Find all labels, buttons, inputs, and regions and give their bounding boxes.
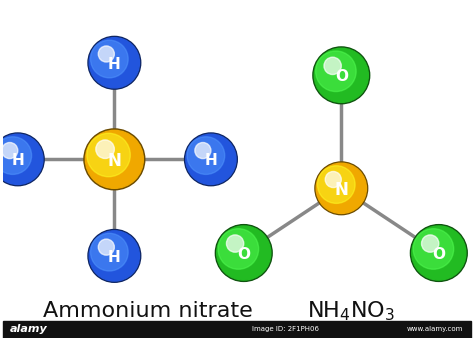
- Text: alamy: alamy: [10, 324, 48, 334]
- Text: H: H: [205, 153, 217, 168]
- Text: N: N: [334, 180, 348, 198]
- Text: Image ID: 2F1PH06: Image ID: 2F1PH06: [252, 326, 319, 332]
- Circle shape: [2, 143, 18, 159]
- Text: NH$_4$NO$_3$: NH$_4$NO$_3$: [307, 299, 395, 323]
- Circle shape: [88, 37, 141, 89]
- Text: O: O: [335, 69, 348, 84]
- Circle shape: [96, 140, 114, 159]
- Text: H: H: [108, 250, 121, 265]
- Text: H: H: [11, 153, 24, 168]
- Circle shape: [89, 38, 139, 88]
- Circle shape: [218, 229, 259, 269]
- Circle shape: [186, 134, 236, 185]
- Circle shape: [0, 133, 44, 186]
- Text: Ammonium nitrate: Ammonium nitrate: [43, 301, 253, 321]
- Circle shape: [325, 171, 341, 188]
- Circle shape: [313, 47, 370, 104]
- Circle shape: [91, 40, 128, 78]
- Text: O: O: [237, 247, 250, 262]
- Circle shape: [87, 133, 130, 177]
- Circle shape: [421, 235, 439, 252]
- Circle shape: [98, 239, 114, 255]
- Circle shape: [195, 143, 211, 159]
- Circle shape: [227, 235, 244, 252]
- Circle shape: [215, 225, 272, 282]
- Bar: [3, 321, 471, 338]
- Text: www.alamy.com: www.alamy.com: [407, 326, 463, 332]
- Text: H: H: [108, 56, 121, 72]
- Circle shape: [316, 163, 366, 213]
- Circle shape: [413, 229, 454, 269]
- Circle shape: [0, 134, 43, 185]
- Circle shape: [315, 162, 368, 215]
- Circle shape: [89, 231, 139, 281]
- Circle shape: [91, 233, 128, 271]
- Circle shape: [410, 225, 467, 282]
- Circle shape: [184, 133, 237, 186]
- Circle shape: [217, 226, 271, 280]
- Circle shape: [316, 51, 356, 92]
- Circle shape: [0, 137, 32, 174]
- Circle shape: [88, 230, 141, 282]
- Circle shape: [85, 130, 143, 188]
- Circle shape: [314, 48, 368, 102]
- Text: N: N: [108, 152, 121, 170]
- Circle shape: [318, 166, 355, 203]
- Circle shape: [98, 46, 114, 62]
- Circle shape: [324, 57, 341, 74]
- Circle shape: [412, 226, 466, 280]
- Circle shape: [187, 137, 225, 174]
- Text: O: O: [432, 247, 446, 262]
- Circle shape: [84, 129, 145, 190]
